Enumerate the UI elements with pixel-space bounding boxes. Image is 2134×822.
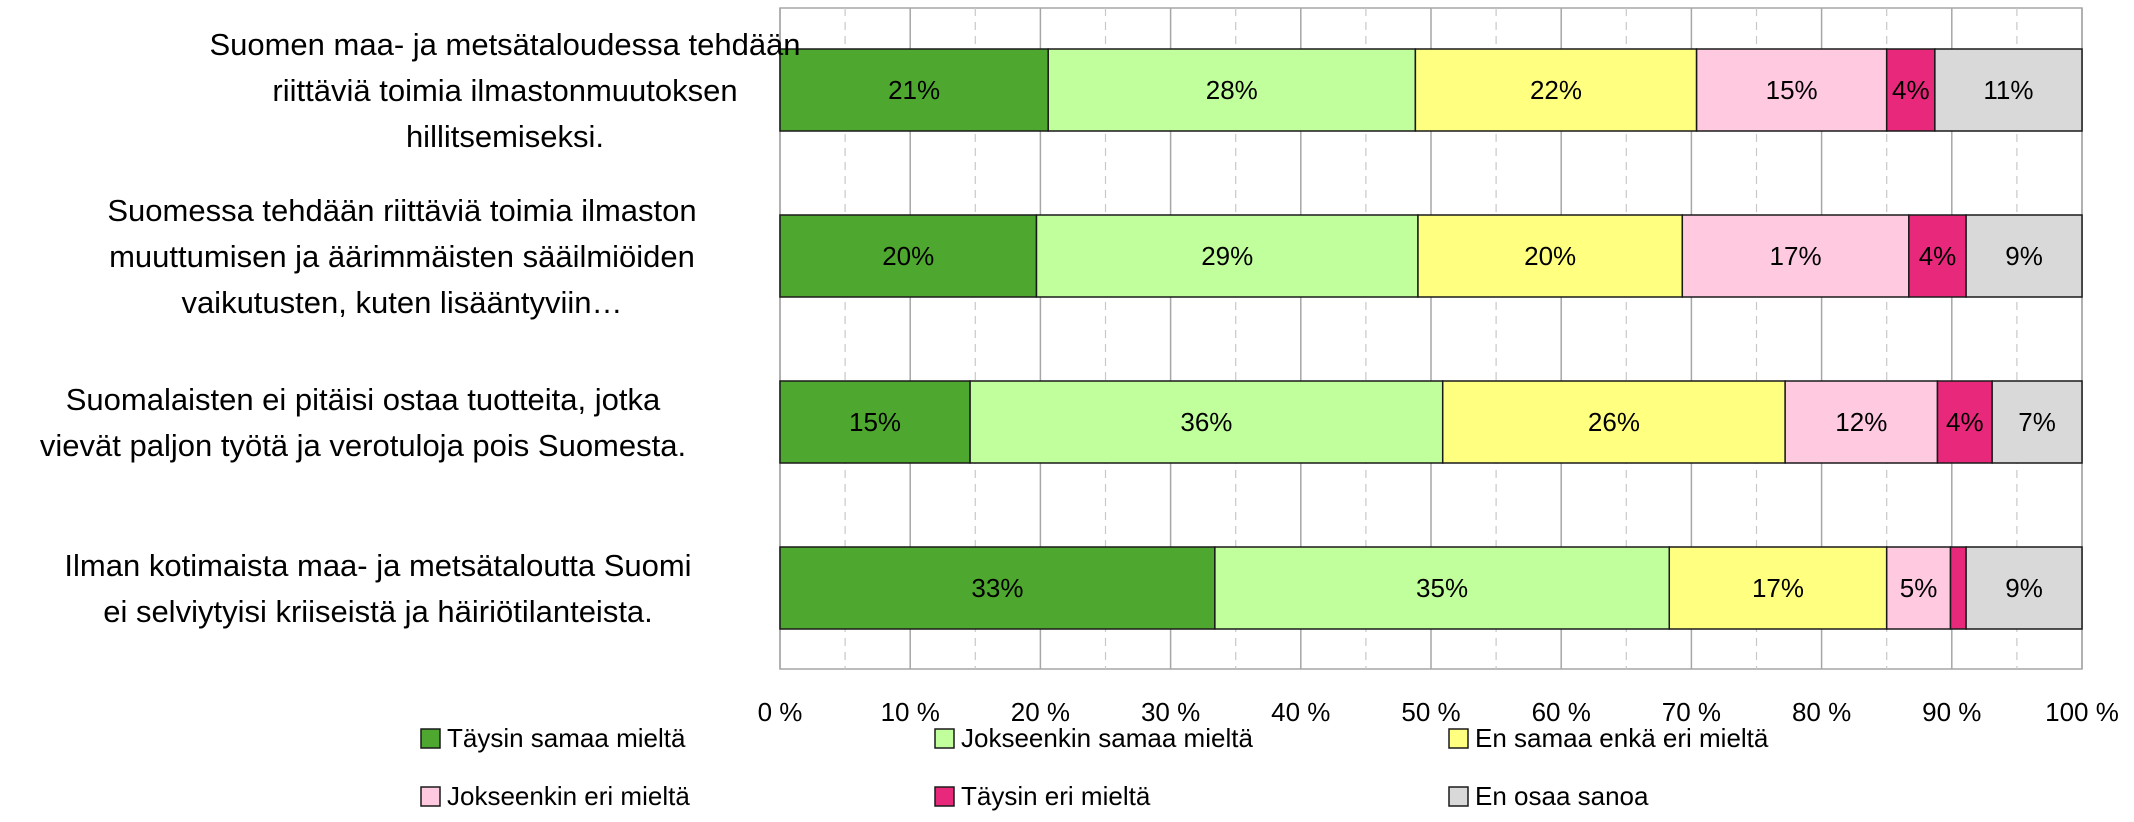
bar-segment xyxy=(779,214,1038,298)
legend-swatch xyxy=(1448,786,1469,807)
bar-segment xyxy=(969,380,1444,464)
bar-segment xyxy=(779,48,1049,132)
data-label: 15% xyxy=(1766,75,1818,105)
legend-label: En osaa sanoa xyxy=(1475,781,1649,811)
legend-label: Jokseenkin eri mieltä xyxy=(447,781,690,811)
legend-label: Täysin samaa mieltä xyxy=(447,723,686,753)
x-tick-label: 100 % xyxy=(2045,697,2119,727)
data-label: 20% xyxy=(882,241,934,271)
data-label: 17% xyxy=(1752,573,1804,603)
bar-segment xyxy=(1936,380,1993,464)
data-labels: 21% 28% 22% 15% 4% 11% 20% 29% 20% 17% 4% 9% 15% 36% 2… xyxy=(849,75,2056,603)
data-label: 5% xyxy=(1900,573,1938,603)
bar-segment xyxy=(1965,214,2083,298)
data-label: 17% xyxy=(1770,241,1822,271)
legend: Täysin samaa mieltä Jokseenkin samaa miel… xyxy=(420,723,1769,811)
legend-swatch xyxy=(1448,728,1469,749)
data-label: 36% xyxy=(1180,407,1232,437)
data-label: 4% xyxy=(1919,241,1957,271)
legend-label: En samaa enkä eri mieltä xyxy=(1475,723,1769,753)
x-tick-label: 40 % xyxy=(1271,697,1330,727)
bar-segment xyxy=(1991,380,2083,464)
data-label: 33% xyxy=(971,573,1023,603)
category-label: Ilman kotimaista maa- ja metsätaloutta S… xyxy=(64,548,691,629)
bar-segment xyxy=(1214,546,1671,630)
legend-label: Täysin eri mieltä xyxy=(961,781,1151,811)
x-tick-label: 30 % xyxy=(1141,697,1200,727)
data-label: 35% xyxy=(1416,573,1468,603)
bar-segment xyxy=(779,546,1216,630)
category-label: Suomen maa- ja metsätaloudessa tehdään ri… xyxy=(209,27,800,154)
legend-label: Jokseenkin samaa mieltä xyxy=(961,723,1253,753)
data-label: 11% xyxy=(1983,75,2033,105)
data-label: 12% xyxy=(1835,407,1887,437)
category-labels: Suomen maa- ja metsätaloudessa tehdään ri… xyxy=(40,27,801,629)
bar-segment xyxy=(1949,546,1967,630)
data-label: 29% xyxy=(1201,241,1253,271)
bar-segment xyxy=(1885,546,1952,630)
data-label: 28% xyxy=(1206,75,1258,105)
x-tick-label: 50 % xyxy=(1401,697,1460,727)
x-tick-label: 60 % xyxy=(1532,697,1591,727)
data-label: 4% xyxy=(1946,407,1984,437)
bar-segment xyxy=(1965,546,2083,630)
x-axis-tick-labels: 0 % 10 % 20 % 30 % 40 % 50 % 60 % 70 % 80 % 90 % 1… xyxy=(758,697,2119,727)
bar-segment xyxy=(1047,48,1417,132)
category-label: Suomessa tehdään riittäviä toimia ilmast… xyxy=(107,193,696,320)
data-label: 20% xyxy=(1524,241,1576,271)
bar-segment xyxy=(1417,214,1684,298)
bar-segment xyxy=(1908,214,1967,298)
bar-segment xyxy=(1441,380,1786,464)
legend-swatch xyxy=(934,728,955,749)
bar-segment xyxy=(779,380,971,464)
data-label: 9% xyxy=(2005,573,2043,603)
data-label: 4% xyxy=(1892,75,1930,105)
data-label: 15% xyxy=(849,407,901,437)
legend-swatch xyxy=(934,786,955,807)
bar-segment xyxy=(1414,48,1698,132)
bars xyxy=(779,48,2083,630)
x-tick-label: 10 % xyxy=(881,697,940,727)
data-label: 9% xyxy=(2005,241,2043,271)
data-label: 26% xyxy=(1588,407,1640,437)
x-tick-label: 70 % xyxy=(1662,697,1721,727)
category-label: Suomalaisten ei pitäisi ostaa tuotteita,… xyxy=(40,382,686,463)
bar-segment xyxy=(1934,48,2083,132)
data-label: 22% xyxy=(1530,75,1582,105)
legend-swatch xyxy=(420,728,441,749)
x-tick-label: 0 % xyxy=(758,697,803,727)
x-tick-label: 90 % xyxy=(1922,697,1981,727)
bar-segment xyxy=(1695,48,1888,132)
data-label: 21% xyxy=(888,75,940,105)
x-tick-label: 20 % xyxy=(1011,697,1070,727)
bar-segment xyxy=(1681,214,1910,298)
legend-swatch xyxy=(420,786,441,807)
bar-segment xyxy=(1668,546,1888,630)
data-label: 7% xyxy=(2018,407,2056,437)
x-tick-label: 80 % xyxy=(1792,697,1851,727)
